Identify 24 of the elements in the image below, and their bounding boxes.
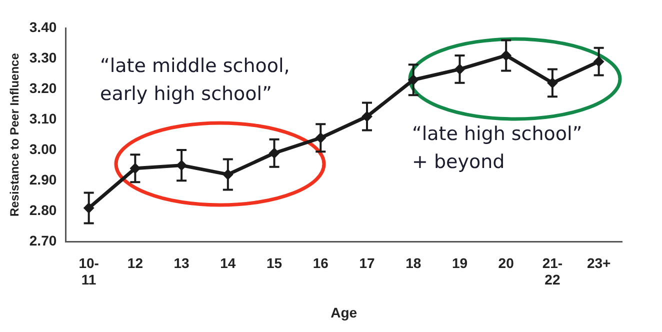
- y-tick-label: 3.40: [29, 18, 57, 35]
- y-tick-label: 3.00: [29, 140, 57, 157]
- x-tick-label: 19: [452, 254, 468, 271]
- y-tick-label: 2.70: [29, 232, 57, 248]
- x-tick-label: 15: [266, 254, 282, 271]
- x-tick-label: 18: [406, 254, 422, 271]
- y-tick-label: 3.10: [29, 110, 57, 126]
- annotation: “late middle school, early high school”: [100, 54, 290, 107]
- y-tick-label: 3.30: [29, 49, 57, 66]
- x-axis-title: Age: [330, 304, 358, 320]
- y-tick-label: 2.90: [29, 171, 57, 188]
- x-tick-label: 23+: [586, 254, 611, 271]
- y-axis-title: Resistance to Peer Influence: [8, 52, 22, 217]
- y-tick-label: 2.80: [29, 202, 57, 218]
- x-tick-label: 21-22: [542, 254, 563, 288]
- x-tick-label: 17: [359, 254, 375, 271]
- x-tick-label: 12: [127, 254, 144, 271]
- x-tick-label: 16: [312, 254, 329, 271]
- x-tick-label: 13: [174, 254, 190, 271]
- y-tick-label: 3.20: [29, 80, 57, 96]
- x-tick-label: 20: [498, 254, 514, 271]
- x-tick-label: 10-11: [78, 254, 100, 288]
- x-tick-label: 14: [220, 254, 236, 271]
- annotation: “late high school” + beyond: [412, 122, 582, 175]
